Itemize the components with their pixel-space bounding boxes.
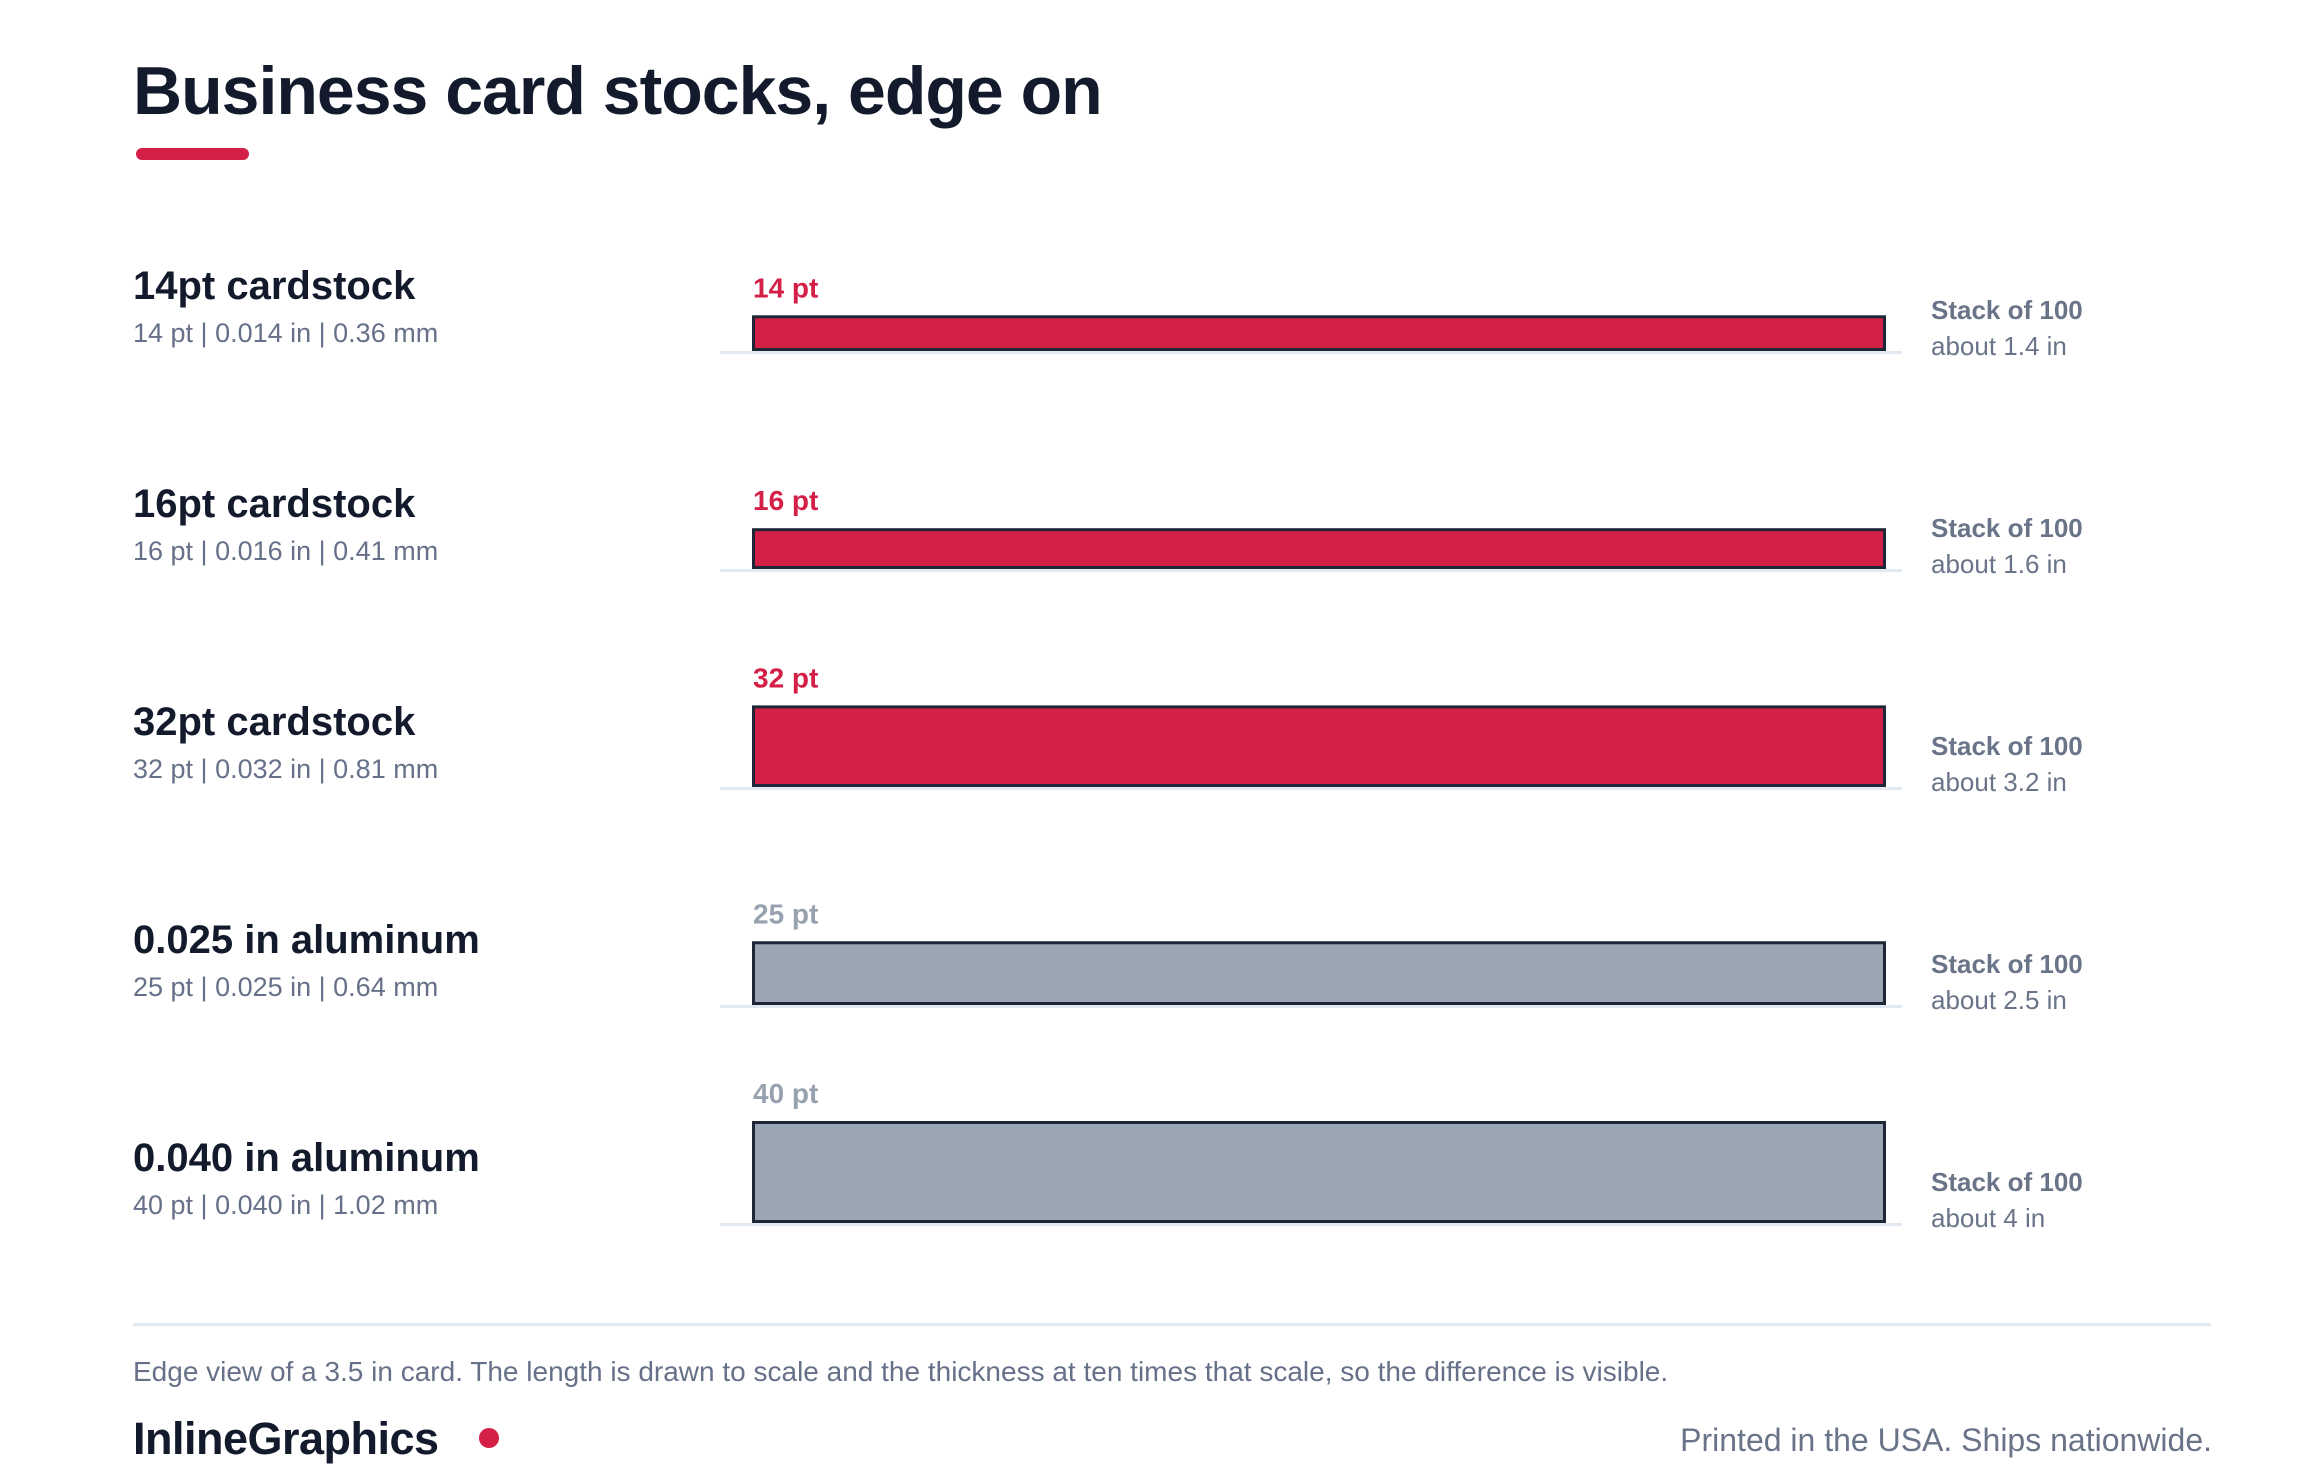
bar-baseline-16pt-cardstock <box>720 569 1902 572</box>
chart-caption: Edge view of a 3.5 in card. The length i… <box>133 1356 1669 1387</box>
bar-baseline-14pt-cardstock <box>720 351 1902 354</box>
edge-view-chart: 14 pt 16 pt 32 pt 25 pt 40 pt <box>720 272 1902 1226</box>
stack-value-14pt: about 1.4 in <box>1931 331 2067 361</box>
stack-title-16pt: Stack of 100 <box>1931 513 2083 543</box>
bar-0-040-in-aluminum <box>752 1121 1886 1223</box>
bar-16pt-cardstock <box>752 528 1886 570</box>
bar-baseline-0-025-in-aluminum <box>720 1005 1902 1008</box>
row-name-14pt: 14pt cardstock <box>133 264 416 308</box>
bar-14pt-cardstock <box>752 315 1886 351</box>
row-specs-32pt: 32 pt | 0.032 in | 0.81 mm <box>133 754 439 784</box>
row-specs-025-aluminum: 25 pt | 0.025 in | 0.64 mm <box>133 972 439 1002</box>
stack-title-14pt: Stack of 100 <box>1931 295 2083 325</box>
brand-dot <box>479 1428 499 1448</box>
stack-title-025-aluminum: Stack of 100 <box>1931 949 2083 979</box>
footer-tagline: Printed in the USA. Ships nationwide. <box>1680 1422 2212 1458</box>
stack-title-32pt: Stack of 100 <box>1931 731 2083 761</box>
row-name-040-aluminum: 0.040 in aluminum <box>133 1136 480 1180</box>
footer-divider <box>133 1323 2211 1326</box>
bar-32pt-cardstock <box>752 705 1886 788</box>
bar-baseline-0-040-in-aluminum <box>720 1223 1902 1226</box>
row-name-025-aluminum: 0.025 in aluminum <box>133 918 480 962</box>
page-title: Business card stocks, edge on <box>133 53 1103 129</box>
bar-label-16pt-cardstock: 16 pt <box>753 485 818 516</box>
bar-baseline-32pt-cardstock <box>720 787 1902 790</box>
row-name-16pt: 16pt cardstock <box>133 482 416 526</box>
bar-0-025-in-aluminum <box>752 941 1886 1005</box>
row-name-32pt: 32pt cardstock <box>133 700 416 744</box>
stack-value-32pt: about 3.2 in <box>1931 767 2067 797</box>
title-accent-rule <box>136 148 249 160</box>
bar-label-0-040-in-aluminum: 40 pt <box>753 1078 818 1109</box>
bar-label-14pt-cardstock: 14 pt <box>753 272 818 303</box>
stack-value-025-aluminum: about 2.5 in <box>1931 985 2067 1015</box>
stack-title-040-aluminum: Stack of 100 <box>1931 1167 2083 1197</box>
bar-label-32pt-cardstock: 32 pt <box>753 662 818 693</box>
row-specs-16pt: 16 pt | 0.016 in | 0.41 mm <box>133 536 439 566</box>
row-specs-14pt: 14 pt | 0.014 in | 0.36 mm <box>133 318 439 348</box>
row-specs-040-aluminum: 40 pt | 0.040 in | 1.02 mm <box>133 1190 439 1220</box>
stack-value-16pt: about 1.6 in <box>1931 549 2067 579</box>
brand-logo: InlineGraphics <box>133 1413 439 1464</box>
bar-label-0-025-in-aluminum: 25 pt <box>753 898 818 929</box>
stack-value-040-aluminum: about 4 in <box>1931 1203 2046 1233</box>
